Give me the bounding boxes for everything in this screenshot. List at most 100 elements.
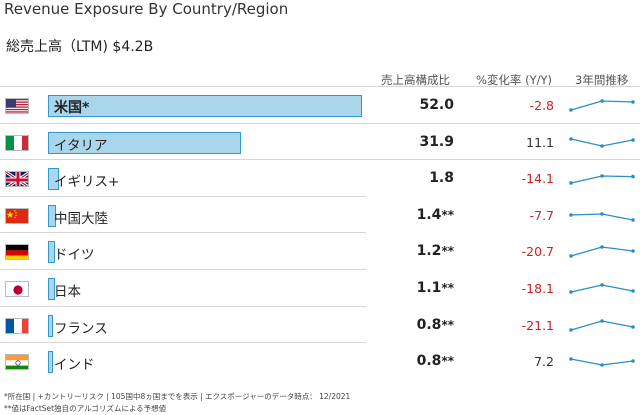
uk-flag-icon bbox=[5, 171, 29, 188]
sparkline-point bbox=[631, 324, 635, 329]
sparkline-point bbox=[569, 327, 573, 332]
estimate-marker: ** bbox=[441, 354, 454, 369]
share-number: 1.1 bbox=[416, 280, 442, 296]
trend-sparkline bbox=[569, 174, 635, 185]
share-number: 1.8 bbox=[429, 170, 454, 187]
sparkline-point bbox=[631, 100, 635, 104]
share-number: 0.8 bbox=[416, 353, 442, 370]
yoy-change: -20.7 bbox=[521, 244, 554, 260]
row-divider bbox=[0, 159, 640, 161]
sparkline-point bbox=[569, 212, 573, 217]
trend-sparkline bbox=[569, 318, 635, 332]
yoy-change: -14.1 bbox=[521, 171, 554, 187]
table-row: イギリス+ 1.8 -14.1 bbox=[0, 160, 640, 196]
share-number: 31.9 bbox=[419, 133, 454, 150]
trend-sparkline bbox=[569, 357, 635, 367]
trend-sparkline bbox=[569, 283, 635, 294]
sparkline-point bbox=[569, 254, 573, 259]
share-bar bbox=[48, 95, 362, 117]
share-value: 1.4** bbox=[417, 207, 454, 223]
share-value: 1.1** bbox=[417, 280, 454, 296]
row-divider bbox=[0, 269, 366, 270]
trend-sparkline bbox=[569, 211, 635, 222]
share-number: 52.0 bbox=[419, 97, 454, 113]
country-name: フランス bbox=[54, 320, 108, 337]
sparkline-point bbox=[631, 137, 635, 142]
sparkline-point bbox=[569, 136, 573, 141]
country-name: 日本 bbox=[54, 284, 81, 300]
in-flag-icon bbox=[5, 354, 29, 371]
jp-flag-icon bbox=[5, 281, 29, 297]
yoy-change: 7.2 bbox=[534, 354, 554, 370]
footnote-line-1: *所在国 | +カントリーリスク | 105国中8ヵ国までを表示 | エクスポー… bbox=[4, 392, 351, 401]
share-number: 1.2 bbox=[416, 243, 442, 260]
country-name: インド bbox=[54, 357, 95, 374]
share-bar bbox=[48, 204, 57, 227]
share-value: 0.8** bbox=[417, 353, 454, 369]
table-row: インド 0.8** 7.2 bbox=[0, 343, 640, 379]
share-bar bbox=[48, 314, 53, 337]
country-name: イタリア bbox=[54, 137, 108, 154]
sparkline-point bbox=[631, 359, 635, 363]
cn-flag-icon bbox=[5, 207, 29, 224]
sparkline-point bbox=[600, 99, 604, 103]
share-number: 1.4 bbox=[416, 206, 442, 223]
sparkline-point bbox=[631, 217, 635, 222]
it-flag-icon bbox=[5, 134, 29, 151]
estimate-marker: ** bbox=[441, 317, 454, 332]
trend-sparkline bbox=[569, 136, 635, 148]
country-name: 中国大陸 bbox=[54, 210, 108, 227]
sparkline-point bbox=[631, 289, 635, 293]
column-header-change: %変化率 (Y/Y) bbox=[476, 73, 552, 87]
estimate-marker: ** bbox=[441, 281, 454, 295]
share-value: 52.0 bbox=[419, 97, 454, 113]
sparkline-point bbox=[600, 211, 604, 216]
sparkline-point bbox=[569, 290, 573, 294]
yoy-change: -21.1 bbox=[521, 317, 554, 333]
table-row: 日本 1.1** -18.1 bbox=[0, 270, 640, 306]
page-title: Revenue Exposure By Country/Region bbox=[4, 0, 289, 18]
sparkline-point bbox=[600, 363, 604, 367]
yoy-change: -7.7 bbox=[529, 207, 554, 223]
share-bar bbox=[48, 168, 59, 191]
row-divider bbox=[0, 122, 640, 124]
trend-sparkline bbox=[569, 99, 635, 112]
yoy-change: 11.1 bbox=[526, 134, 554, 150]
row-divider bbox=[0, 305, 366, 307]
column-header-share: 売上高構成比 bbox=[381, 73, 450, 87]
row-divider bbox=[0, 342, 366, 344]
sparkline-point bbox=[631, 249, 635, 254]
us-flag-icon bbox=[5, 98, 29, 114]
estimate-marker: ** bbox=[441, 244, 454, 259]
estimate-marker: ** bbox=[441, 207, 454, 222]
sparkline-point bbox=[569, 181, 573, 185]
fr-flag-icon bbox=[5, 317, 29, 334]
country-name: ドイツ bbox=[54, 247, 95, 264]
share-value: 31.9 bbox=[419, 134, 454, 150]
sparkline-point bbox=[600, 174, 604, 178]
country-name: 米国* bbox=[54, 100, 90, 116]
share-bar bbox=[48, 351, 53, 374]
table-row: 中国大陸 1.4** -7.7 bbox=[0, 197, 640, 233]
table-row: イタリア 31.9 11.1 bbox=[0, 124, 640, 160]
row-divider bbox=[0, 232, 366, 234]
share-value: 1.2** bbox=[417, 243, 454, 259]
country-name: イギリス+ bbox=[54, 174, 120, 191]
table-row: ドイツ 1.2** -20.7 bbox=[0, 233, 640, 269]
row-divider bbox=[0, 86, 640, 87]
sparkline-point bbox=[631, 174, 635, 179]
sparkline-point bbox=[600, 245, 604, 250]
trend-sparkline bbox=[569, 245, 635, 259]
sparkline-point bbox=[600, 143, 604, 148]
de-flag-icon bbox=[5, 244, 29, 261]
share-bar bbox=[48, 131, 241, 154]
share-bar bbox=[48, 241, 56, 264]
sparkline-point bbox=[600, 318, 604, 323]
column-header-trend: 3年間推移 bbox=[575, 73, 629, 87]
yoy-change: -2.8 bbox=[529, 98, 554, 113]
table-row: 米国* 52.0 -2.8 bbox=[0, 87, 640, 123]
sparkline-point bbox=[569, 108, 573, 112]
share-value: 0.8** bbox=[417, 317, 454, 333]
footnote-line-2: **値はFactSet独自のアルゴリズムによる予想値 bbox=[4, 404, 167, 413]
table-row: フランス 0.8** -21.1 bbox=[0, 307, 640, 343]
